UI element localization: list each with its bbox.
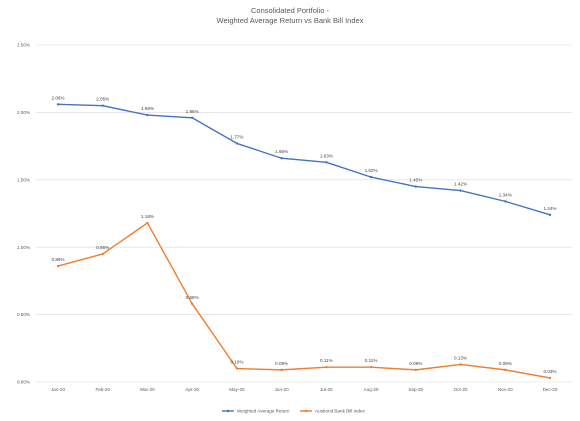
x-tick-label: Jun-20: [275, 387, 289, 392]
series-line: [57, 222, 551, 379]
data-point: [548, 376, 552, 380]
data-label: 1.98%: [141, 106, 154, 111]
data-point: [101, 252, 104, 256]
x-tick-label: Apr-20: [185, 387, 199, 392]
data-point: [414, 368, 418, 372]
data-label: 1.24%: [543, 206, 556, 211]
y-tick-label: 1.50%: [17, 177, 30, 182]
data-label: 1.63%: [320, 153, 333, 158]
data-point: [504, 200, 507, 203]
data-point: [369, 365, 373, 369]
data-point: [459, 189, 462, 192]
data-label: 0.09%: [499, 361, 512, 366]
data-label: 0.11%: [365, 358, 378, 363]
data-point: [146, 221, 149, 225]
x-tick-label: Mar-20: [140, 387, 155, 392]
data-label: 1.77%: [230, 134, 243, 139]
x-tick-label: Jul-20: [320, 387, 333, 392]
y-tick-label: 2.00%: [17, 110, 30, 115]
x-tick-label: Aug-20: [364, 387, 379, 392]
data-point: [190, 116, 194, 119]
data-label: 1.42%: [454, 182, 467, 187]
data-label: 1.96%: [186, 109, 199, 114]
legend: Weighted Average Return Ausbond Bank Bill…: [222, 409, 366, 414]
legend-marker: [226, 409, 230, 413]
data-point: [504, 368, 507, 372]
y-tick-label: 2.50%: [17, 43, 30, 48]
data-label: 2.06%: [51, 95, 64, 100]
data-point: [459, 363, 462, 366]
data-label: 0.09%: [409, 361, 422, 366]
y-tick-label: 0.00%: [17, 380, 30, 385]
data-label: 1.18%: [141, 214, 154, 219]
data-point: [190, 302, 194, 306]
data-label: 1.52%: [365, 168, 378, 173]
series-line: [57, 103, 551, 216]
data-label: 1.66%: [275, 149, 288, 154]
series-lines: [56, 103, 552, 380]
data-point: [235, 142, 239, 145]
data-point: [101, 104, 104, 107]
data-point: [548, 213, 552, 217]
data-label: 0.95%: [96, 245, 109, 250]
data-label: 0.58%: [186, 295, 199, 300]
y-tick-label: 1.00%: [17, 245, 30, 250]
gridlines: [36, 44, 572, 383]
data-label: 0.03%: [543, 369, 556, 374]
y-axis-ticks: 0.00% 0.50% 1.00% 1.50% 2.00% 2.50%: [17, 43, 30, 385]
data-labels: 2.06% 2.05% 1.98% 1.96% 1.77% 1.66% 1.63% 1.52%…: [51, 95, 556, 374]
chart-title-line2: Weighted Average Return vs Bank Bill Ind…: [217, 16, 364, 25]
x-tick-label: Oct-20: [454, 387, 468, 392]
x-tick-label: Jan-20: [51, 387, 65, 392]
data-label: 0.86%: [51, 257, 64, 262]
data-point: [325, 365, 328, 369]
data-point: [325, 161, 328, 164]
data-label: 0.13%: [454, 355, 467, 360]
data-point: [235, 367, 239, 370]
x-axis-ticks: Jan-20 Feb-20 Mar-20 Apr-20 May-20 Jun-20 Jul-…: [51, 387, 558, 392]
data-label: 0.11%: [320, 358, 333, 363]
data-point: [280, 368, 283, 372]
data-point: [369, 175, 373, 179]
x-tick-label: Dec-20: [543, 387, 558, 392]
data-point: [56, 264, 60, 268]
legend-label: Ausbond Bank Bill Index: [315, 409, 366, 414]
data-point: [146, 113, 149, 117]
y-tick-label: 0.50%: [17, 312, 30, 317]
x-tick-label: Feb-20: [95, 387, 110, 392]
data-label: 0.09%: [275, 361, 288, 366]
data-point: [56, 103, 60, 106]
data-label: 1.34%: [499, 192, 512, 197]
data-label: 2.05%: [96, 97, 109, 102]
data-label: 0.10%: [230, 360, 243, 365]
chart-title-line1: Consolidated Portfolio -: [251, 6, 329, 15]
data-point: [280, 157, 283, 160]
data-point: [414, 185, 418, 188]
x-tick-label: Nov-20: [498, 387, 513, 392]
legend-marker: [304, 409, 308, 413]
x-tick-label: May-20: [229, 387, 245, 392]
data-label: 1.45%: [409, 178, 422, 183]
x-tick-label: Sep-20: [408, 387, 423, 392]
legend-label: Weighted Average Return: [237, 409, 290, 414]
